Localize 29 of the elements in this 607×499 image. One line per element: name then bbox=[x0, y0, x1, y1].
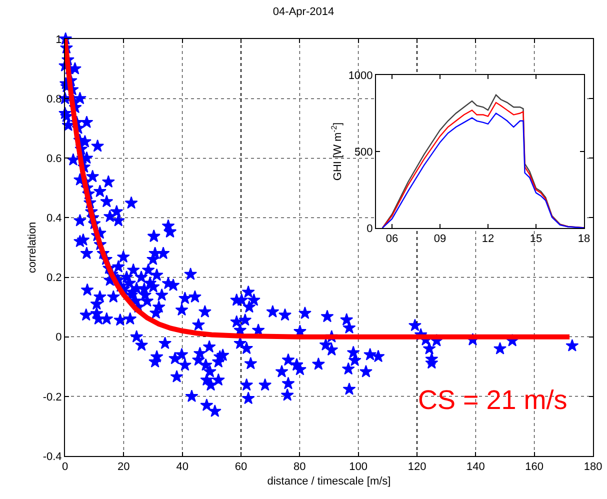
annotation: CS = 21 m/s bbox=[418, 385, 568, 415]
x-tick-label: 12 bbox=[482, 233, 494, 246]
y-tick-label: 0.4 bbox=[46, 212, 62, 225]
x-tick-label: 60 bbox=[234, 461, 248, 474]
y-tick-label: 0 bbox=[366, 222, 373, 235]
y-tick-label: 0 bbox=[56, 332, 62, 344]
x-tick-label: 80 bbox=[294, 461, 306, 474]
y-tick-label: -0.4 bbox=[42, 450, 62, 463]
x-tick-label: 20 bbox=[118, 461, 130, 474]
x-tick-label: 160 bbox=[525, 461, 544, 474]
y-tick-label: 500 bbox=[354, 146, 373, 158]
y-tick-label: 1000 bbox=[348, 70, 373, 82]
x-tick-label: 120 bbox=[408, 461, 426, 474]
y-tick-label: -0.2 bbox=[42, 391, 62, 404]
y-axis-title: correlation bbox=[26, 222, 38, 274]
y-tick-label: 0.6 bbox=[46, 152, 62, 165]
x-tick-label: 100 bbox=[349, 461, 368, 474]
x-tick-label: 18 bbox=[578, 233, 590, 246]
x-tick-label: 140 bbox=[466, 461, 485, 474]
chart-title: 04-Apr-2014 bbox=[272, 6, 334, 18]
y-tick-label: 0.8 bbox=[46, 93, 62, 106]
y-tick-label: 0.2 bbox=[46, 272, 62, 284]
y-tick-label: 1 bbox=[56, 34, 62, 46]
x-tick-label: 15 bbox=[530, 233, 542, 246]
x-tick-label: 06 bbox=[386, 233, 398, 246]
x-tick-label: 40 bbox=[176, 461, 188, 474]
x-tick-label: 09 bbox=[434, 233, 446, 246]
x-tick-label: 180 bbox=[584, 461, 602, 474]
x-axis-title: distance / timescale [m/s] bbox=[267, 475, 391, 488]
